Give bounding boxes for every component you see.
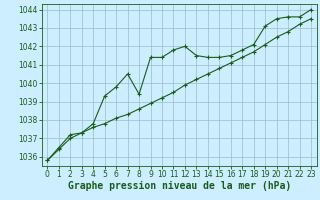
X-axis label: Graphe pression niveau de la mer (hPa): Graphe pression niveau de la mer (hPa) [68,181,291,191]
